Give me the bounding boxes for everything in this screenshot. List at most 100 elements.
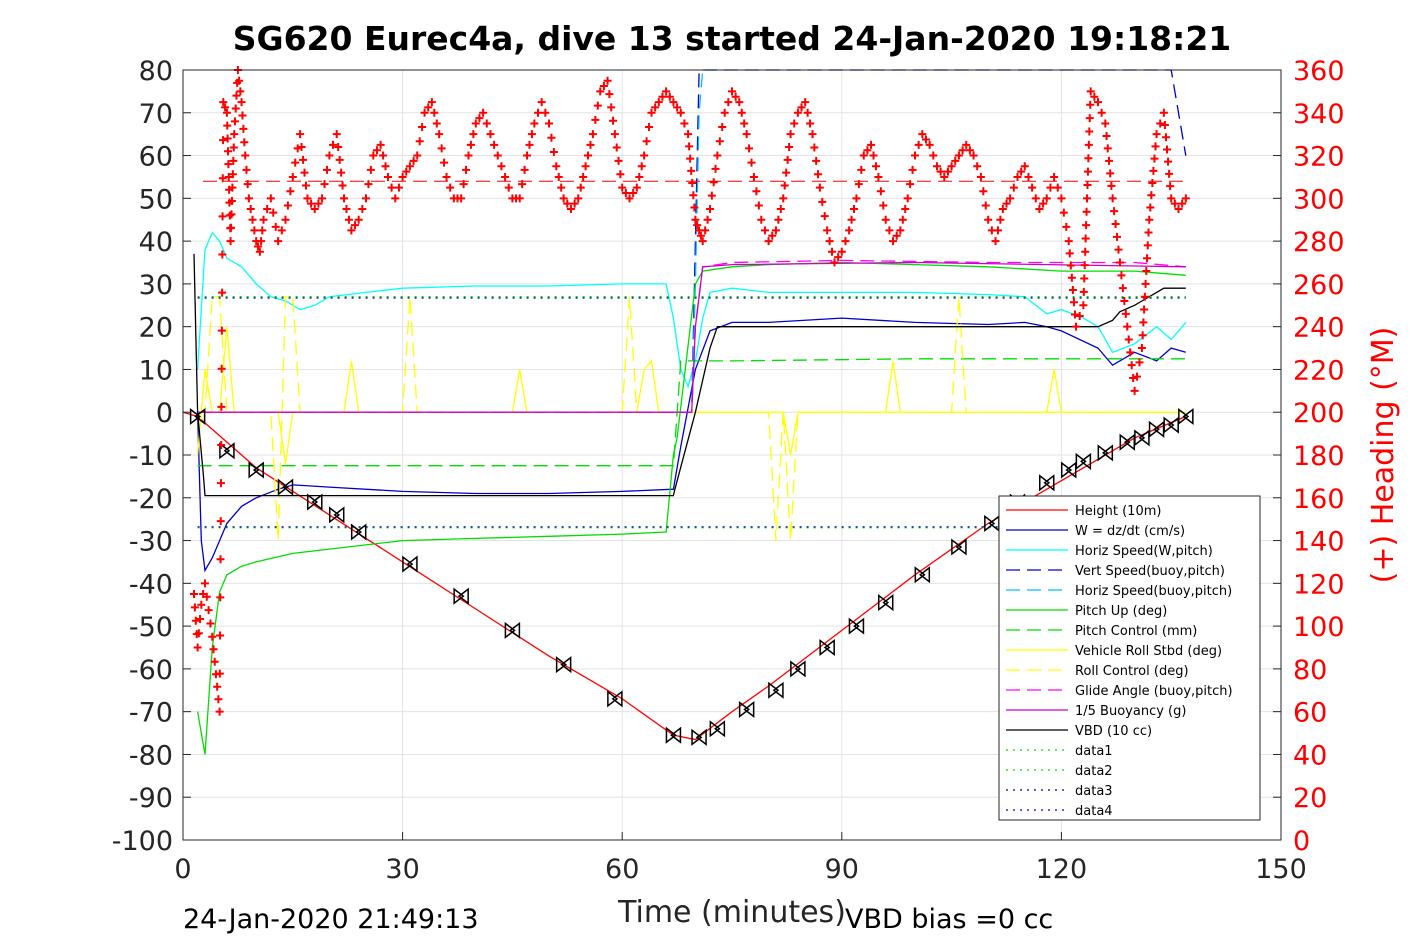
y2-tick-label: 220 [1293, 355, 1345, 386]
heading-marker [1102, 131, 1111, 140]
heading-marker [222, 108, 231, 117]
triangle-marker [848, 617, 860, 635]
y-tick-label: 60 [139, 142, 173, 173]
heading-marker [364, 180, 373, 189]
heading-marker [409, 156, 418, 165]
heading-marker [635, 172, 644, 181]
heading-marker [689, 191, 698, 200]
heading-marker [973, 162, 982, 171]
heading-marker [797, 103, 806, 112]
heading-marker [614, 156, 623, 165]
heading-marker [366, 165, 375, 174]
heading-marker [299, 155, 308, 164]
heading-marker [1118, 284, 1127, 293]
heading-marker [690, 203, 699, 212]
heading-marker [530, 119, 539, 128]
heading-marker [825, 237, 834, 246]
heading-marker [286, 187, 295, 196]
y2-tick-label: 320 [1293, 142, 1345, 173]
heading-marker [609, 116, 618, 125]
triangle-marker [282, 478, 294, 496]
heading-marker [322, 165, 331, 174]
heading-marker [1146, 203, 1155, 212]
heading-marker [191, 616, 200, 625]
triangle-marker [252, 461, 264, 479]
triangle-marker [1039, 474, 1051, 492]
y2-tick-label: 200 [1293, 398, 1345, 429]
heading-marker [1103, 144, 1112, 153]
heading-marker [776, 205, 785, 214]
heading-marker [991, 237, 1000, 246]
heading-marker [219, 136, 228, 145]
heading-marker [1140, 292, 1149, 301]
heading-marker [437, 144, 446, 153]
heading-marker [760, 226, 769, 235]
heading-marker [214, 695, 223, 704]
heading-marker [190, 603, 199, 612]
heading-marker [1133, 372, 1142, 381]
heading-marker [398, 172, 407, 181]
heading-marker [223, 121, 232, 130]
heading-marker [217, 326, 226, 335]
heading-marker [629, 188, 638, 197]
triangle-marker [311, 493, 323, 511]
triangle-marker [277, 478, 289, 496]
heading-marker [785, 143, 794, 151]
heading-marker [820, 212, 829, 221]
y-tick-label: 0 [156, 398, 173, 429]
triangle-marker [194, 407, 206, 426]
triangle-marker [914, 566, 926, 584]
heading-marker [828, 247, 837, 256]
heading-marker [475, 114, 484, 123]
y2-tick-label: 240 [1293, 313, 1345, 344]
heading-marker [314, 199, 323, 208]
heading-marker [440, 158, 449, 167]
heading-marker [1130, 386, 1139, 395]
heading-marker [621, 188, 630, 197]
heading-marker [1009, 183, 1018, 192]
legend-entry: data4 [1075, 804, 1113, 819]
heading-marker [218, 250, 227, 259]
heading-marker [329, 140, 338, 149]
triangle-marker [918, 566, 931, 584]
series-layer [182, 69, 1187, 755]
heading-marker [1097, 108, 1106, 117]
heading-marker [806, 119, 815, 128]
heading-marker [871, 162, 880, 171]
heading-marker [1170, 199, 1179, 208]
heading-marker [554, 172, 563, 181]
legend-entry: Pitch Up (deg) [1075, 604, 1167, 619]
heading-marker [647, 108, 656, 117]
heading-marker [593, 101, 602, 110]
y-tick-label: -20 [129, 484, 173, 515]
heading-marker [951, 156, 960, 165]
heading-marker [603, 76, 612, 85]
heading-marker [863, 146, 872, 155]
heading-marker [221, 103, 230, 112]
heading-marker [724, 98, 733, 107]
y2-tick-label: 40 [1293, 740, 1327, 771]
heading-marker [1083, 180, 1092, 189]
heading-marker [541, 108, 550, 117]
heading-marker [814, 170, 823, 179]
heading-marker [490, 140, 499, 149]
heading-marker [1148, 179, 1157, 188]
heading-marker [1178, 199, 1187, 208]
heading-marker [574, 194, 583, 203]
heading-marker [394, 183, 403, 192]
heading-marker [745, 144, 754, 153]
heading-marker [901, 205, 910, 214]
heading-marker [698, 237, 707, 246]
heading-marker [351, 221, 360, 230]
heading-marker [1046, 183, 1055, 192]
heading-marker [965, 146, 974, 155]
heading-marker [1107, 181, 1116, 190]
legend-entry: data2 [1075, 764, 1113, 779]
y-tick-label: -40 [129, 569, 173, 600]
heading-marker [200, 579, 209, 588]
y-tick-label: -30 [129, 527, 173, 558]
heading-marker [232, 91, 241, 100]
heading-marker [362, 194, 370, 203]
heading-marker [226, 237, 235, 246]
heading-marker [1137, 344, 1146, 353]
